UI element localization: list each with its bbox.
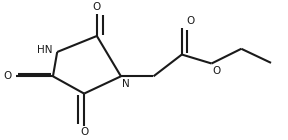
Text: N: N [122, 79, 130, 89]
Text: O: O [80, 128, 88, 137]
Text: O: O [93, 2, 101, 12]
Text: HN: HN [37, 45, 53, 55]
Text: O: O [186, 16, 194, 26]
Text: O: O [3, 71, 11, 81]
Text: O: O [213, 66, 221, 76]
